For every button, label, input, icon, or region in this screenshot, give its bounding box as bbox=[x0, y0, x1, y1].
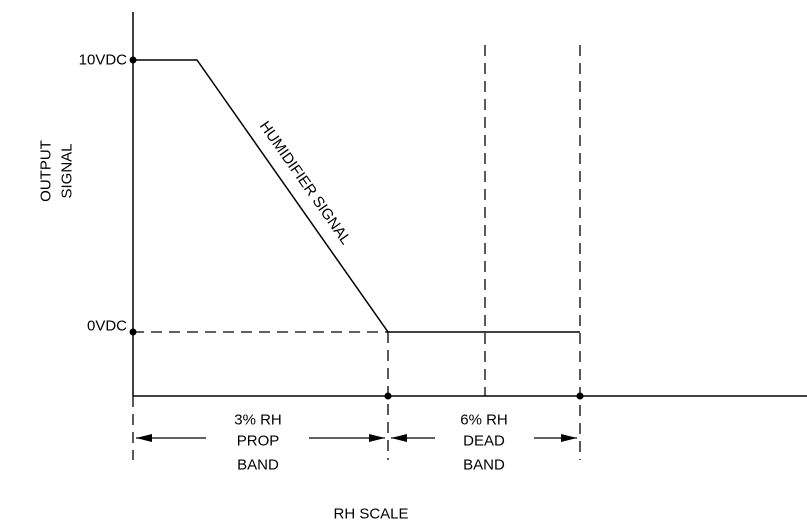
prop-band-label-line3: BAND bbox=[237, 457, 279, 474]
humidifier-signal-label: HUMIDIFIER SIGNAL bbox=[256, 118, 354, 248]
ten-vdc-point bbox=[129, 56, 137, 64]
y-axis-title-line1: OUTPUT bbox=[38, 140, 55, 202]
dead-band-label-line3: BAND bbox=[463, 457, 505, 474]
zero-vdc-label: 0VDC bbox=[87, 318, 127, 335]
x-axis-title: RH SCALE bbox=[333, 506, 408, 523]
dead-band-end-point bbox=[576, 392, 584, 400]
prop-band-end-point bbox=[384, 392, 392, 400]
prop-band-label-line2: PROP bbox=[237, 433, 280, 450]
dead-band-arrows bbox=[391, 434, 577, 442]
ten-vdc-label: 10VDC bbox=[79, 52, 128, 69]
dead-band-label-line2: DEAD bbox=[463, 433, 505, 450]
humidifier-signal-line bbox=[133, 59, 580, 333]
y-axis-title-line2: SIGNAL bbox=[59, 143, 76, 198]
zero-vdc-point bbox=[129, 328, 137, 336]
dashed-guides bbox=[132, 45, 581, 460]
prop-band-label-line1: 3% RH bbox=[234, 412, 282, 429]
dead-band-label-line1: 6% RH bbox=[460, 412, 508, 429]
prop-band-arrows bbox=[136, 434, 385, 442]
